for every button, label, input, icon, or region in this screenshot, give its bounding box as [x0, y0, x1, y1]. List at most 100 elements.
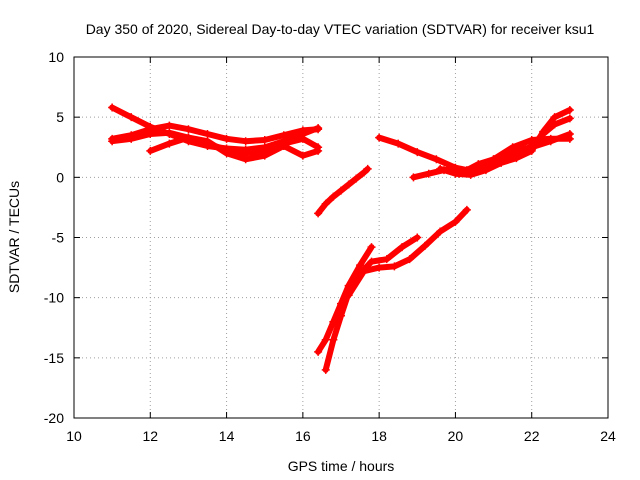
x-axis-label: GPS time / hours	[288, 458, 395, 474]
data-point	[329, 335, 338, 344]
axis-ticks	[73, 56, 609, 419]
series-s4	[146, 133, 323, 164]
data-point	[527, 142, 536, 151]
data-point	[550, 120, 559, 129]
data-point	[432, 155, 441, 164]
data-point	[321, 365, 330, 374]
data-point	[375, 263, 384, 272]
data-point	[546, 134, 555, 143]
data-point	[298, 126, 307, 135]
data-point	[363, 164, 372, 173]
grid-lines	[74, 57, 608, 418]
data-point	[279, 142, 288, 151]
data-point	[165, 128, 174, 137]
data-point	[222, 149, 231, 158]
series-s11	[321, 233, 422, 374]
x-tick-label: 12	[142, 428, 158, 444]
data-point	[413, 148, 422, 157]
y-tick-label: -10	[44, 290, 64, 306]
data-point	[470, 166, 479, 175]
data-point	[260, 151, 269, 160]
data-point	[359, 168, 368, 177]
data-point	[314, 209, 323, 218]
data-point	[382, 255, 391, 264]
data-point	[356, 261, 365, 270]
data-point	[146, 130, 155, 139]
data-point	[344, 291, 353, 300]
data-series	[108, 103, 574, 374]
data-point	[436, 227, 445, 236]
y-tick-label: 5	[56, 109, 64, 125]
data-point	[337, 311, 345, 320]
series-band	[315, 165, 371, 217]
x-tick-label: 14	[219, 428, 235, 444]
data-point	[314, 125, 323, 134]
data-point	[241, 155, 250, 164]
data-point	[367, 243, 376, 252]
data-point	[321, 335, 330, 344]
data-point	[203, 137, 212, 146]
series-s5	[314, 164, 372, 218]
data-point	[222, 134, 231, 143]
series-band	[456, 115, 573, 177]
data-point	[184, 125, 193, 134]
y-tick-label: -5	[52, 230, 65, 246]
data-point	[409, 173, 418, 182]
data-point	[565, 134, 574, 143]
data-point	[489, 157, 498, 166]
data-point	[203, 130, 212, 139]
data-point	[108, 103, 117, 112]
x-tick-label: 20	[448, 428, 464, 444]
data-point	[329, 192, 338, 201]
y-tick-labels: -20 -15 -10 -5 0 5 10	[44, 49, 64, 426]
data-point	[508, 151, 517, 160]
x-tick-label: 18	[371, 428, 387, 444]
data-point	[314, 146, 323, 155]
data-point	[344, 180, 353, 189]
data-point	[451, 217, 460, 226]
data-point	[184, 133, 193, 142]
y-tick-label: 10	[48, 49, 64, 65]
data-point	[424, 169, 433, 178]
data-point	[127, 113, 136, 122]
series-s12	[344, 205, 471, 300]
data-point	[420, 241, 429, 250]
data-point	[565, 114, 574, 123]
data-point	[298, 134, 307, 143]
data-point	[165, 139, 174, 148]
x-tick-label: 10	[66, 428, 82, 444]
x-tick-label: 24	[600, 428, 616, 444]
data-point	[405, 255, 414, 264]
data-point	[565, 105, 574, 114]
data-point	[241, 137, 250, 146]
x-tick-label: 16	[295, 428, 311, 444]
data-point	[367, 257, 376, 266]
data-point	[455, 169, 464, 178]
y-tick-label: -15	[44, 350, 64, 366]
data-point	[539, 130, 548, 139]
data-point	[508, 143, 517, 152]
y-axis-label: SDTVAR / TECUs	[6, 181, 22, 293]
data-point	[127, 134, 136, 143]
x-tick-labels: 10 12 14 16 18 20 22 24	[66, 428, 616, 444]
data-point	[550, 113, 559, 122]
data-point	[279, 131, 288, 140]
data-point	[298, 151, 307, 160]
data-point	[413, 233, 422, 242]
data-point	[352, 174, 361, 183]
data-point	[108, 137, 117, 146]
series-band	[147, 134, 322, 163]
data-point	[462, 205, 471, 214]
data-point	[146, 146, 155, 155]
y-tick-label: 0	[56, 169, 64, 185]
data-point	[390, 262, 399, 271]
series-s9	[455, 114, 574, 178]
data-point	[337, 186, 345, 195]
x-tick-label: 22	[524, 428, 540, 444]
series-band	[109, 122, 322, 145]
data-point	[260, 136, 269, 145]
data-point	[321, 199, 330, 208]
data-point	[359, 267, 368, 276]
chart-title: Day 350 of 2020, Sidereal Day-to-day VTE…	[86, 21, 595, 37]
